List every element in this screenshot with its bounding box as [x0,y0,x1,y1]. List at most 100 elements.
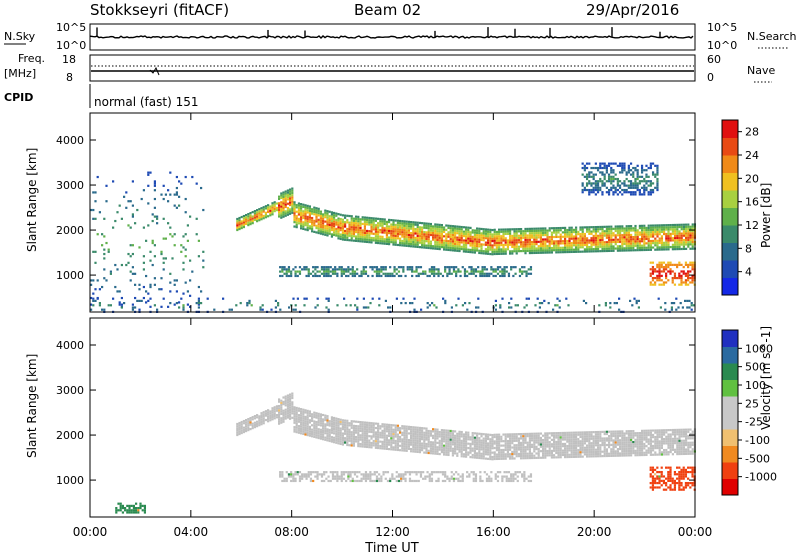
range-gate-cell [489,442,492,445]
range-gate-cell [556,304,559,307]
range-gate-cell [623,242,626,246]
range-gate-cell [575,248,578,251]
range-gate-cell [359,445,362,448]
range-gate-cell [506,243,510,246]
range-gate-cell [533,437,536,440]
range-gate-cell [564,436,567,439]
range-gate-cell [399,219,402,223]
range-gate-cell [260,209,263,212]
range-gate-cell [514,304,517,307]
range-gate-cell [445,447,448,450]
range-gate-cell [623,184,626,187]
range-gate-cell [290,272,293,275]
range-gate-cell [583,437,587,441]
range-gate-cell [361,425,364,428]
range-gate-cell [542,445,545,448]
range-gate-cell [658,237,661,240]
range-gate-cell [568,226,571,229]
range-gate-cell [656,276,659,280]
range-gate-cell [396,237,400,240]
range-gate-cell [335,424,338,427]
range-gate-cell [173,279,176,282]
range-gate-cell [445,438,448,441]
range-gate-cell [462,232,466,235]
range-gate-cell [671,237,675,240]
range-gate-cell [521,272,524,275]
range-gate-cell [682,241,686,244]
range-gate-cell [401,442,404,445]
range-gate-cell [509,234,512,238]
range-gate-cell [253,421,257,424]
range-gate-cell [384,268,387,271]
range-gate-cell [383,427,386,430]
range-gate-cell [528,234,532,237]
range-gate-cell [428,304,431,307]
range-gate-cell [359,238,362,241]
range-gate-cell [456,443,459,446]
range-gate-cell [504,433,507,436]
range-gate-cell [454,443,457,446]
colorbar-cell [722,137,738,156]
range-gate-cell [333,211,336,215]
range-gate-cell [403,229,406,232]
range-gate-cell [403,434,406,437]
range-gate-cell [520,448,523,451]
range-gate-cell [317,417,320,420]
range-gate-cell [456,439,459,442]
range-gate-cell [423,244,426,247]
range-gate-cell [379,436,382,439]
range-gate-cell [240,222,243,225]
range-gate-cell [469,445,472,448]
range-gate-cell [687,223,690,226]
range-gate-cell [599,162,602,165]
range-gate-cell [527,268,530,271]
range-gate-cell [394,239,397,242]
range-gate-cell [502,239,505,242]
range-gate-cell [511,228,514,231]
range-gate-cell [581,250,584,253]
range-gate-cell [581,448,584,452]
range-gate-cell [403,436,406,439]
range-gate-cell [118,290,121,293]
range-gate-cell [632,186,635,189]
range-gate-cell [434,229,437,233]
range-gate-cell [149,297,152,300]
range-gate-cell [501,268,504,271]
range-gate-cell [649,239,653,243]
range-gate-cell [504,237,507,240]
range-gate-cell [417,266,420,269]
range-gate-cell [493,440,496,443]
range-gate-cell [245,421,248,424]
range-gate-cell [581,162,584,165]
range-gate-cell [570,242,573,245]
range-gate-cell [528,232,532,235]
range-gate-cell [478,236,481,239]
range-gate-cell [401,431,404,434]
range-gate-cell [175,301,178,305]
range-gate-cell [586,250,589,253]
range-gate-cell [476,247,479,250]
range-gate-cell [438,232,441,235]
range-gate-cell [399,438,402,441]
range-gate-cell [347,266,350,269]
range-gate-cell [627,249,631,252]
range-gate-cell [669,237,672,240]
range-gate-cell [432,445,435,448]
range-gate-cell [103,248,106,251]
range-gate-cell [691,245,694,248]
range-gate-cell [442,297,445,300]
range-gate-cell [383,445,386,448]
range-gate-cell [436,232,439,235]
range-gate-cell [271,213,274,216]
range-gate-cell [572,435,576,439]
range-gate-cell [539,249,543,252]
range-gate-cell [269,209,272,212]
range-gate-cell [454,452,457,455]
range-gate-cell [478,249,481,252]
range-gate-cell [271,208,274,211]
range-gate-cell [539,450,543,453]
range-gate-cell [621,229,624,232]
range-gate-cell [372,422,375,425]
range-gate-cell [599,186,602,189]
range-gate-cell [482,452,485,456]
